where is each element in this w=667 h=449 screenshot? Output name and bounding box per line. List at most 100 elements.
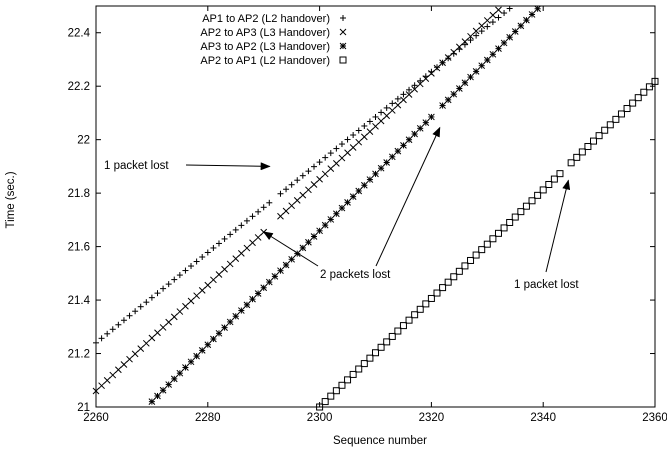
series-layer: [92, 5, 659, 411]
data-point: [283, 186, 290, 193]
data-point: [143, 299, 150, 306]
data-point: [227, 231, 234, 238]
data-point: [511, 28, 519, 35]
data-point: [92, 387, 100, 395]
data-point: [170, 313, 178, 321]
data-point: [444, 96, 452, 104]
data-point: [293, 197, 301, 204]
plot-frame: [95, 5, 656, 408]
data-point: [249, 213, 256, 220]
data-point: [467, 37, 474, 44]
data-point: [522, 202, 530, 210]
data-point: [311, 163, 318, 170]
x-tick-label: 2360: [642, 412, 667, 424]
data-point: [160, 285, 167, 292]
data-point: [198, 347, 206, 354]
data-point: [517, 22, 525, 30]
data-point: [170, 375, 178, 383]
data-point: [310, 233, 318, 240]
data-point: [601, 126, 609, 134]
data-point: [333, 159, 340, 167]
data-point: [483, 17, 491, 24]
x-tick-label: 2280: [195, 412, 221, 424]
data-point: [450, 273, 458, 281]
data-point: [489, 235, 497, 243]
data-point: [377, 117, 385, 125]
data-point: [249, 295, 256, 303]
data-point: [210, 335, 217, 343]
data-point: [327, 392, 335, 400]
data-point: [232, 255, 240, 262]
data-point: [623, 105, 631, 113]
series-3: [316, 77, 659, 411]
data-point: [528, 11, 536, 18]
data-point: [305, 238, 312, 246]
data-point: [433, 289, 441, 297]
x-axis-title: Sequence number: [333, 435, 427, 447]
data-point: [400, 142, 407, 149]
data-point: [254, 234, 262, 241]
data-point: [338, 204, 346, 212]
data-point: [277, 190, 284, 197]
data-point: [237, 307, 245, 314]
data-point: [115, 321, 122, 328]
data-point: [405, 91, 413, 98]
data-point: [182, 302, 189, 310]
data-point: [204, 249, 211, 256]
data-point: [645, 83, 653, 91]
data-point: [360, 133, 368, 141]
data-point: [243, 244, 251, 252]
data-point: [93, 339, 99, 346]
data-point: [590, 137, 598, 145]
data-point: [199, 253, 206, 260]
data-point: [388, 153, 396, 161]
data-point: [349, 144, 357, 151]
data-point: [148, 334, 156, 342]
data-point: [333, 145, 340, 152]
data-point: [433, 64, 440, 71]
data-point: [411, 85, 418, 93]
annotation-arrow: [375, 126, 441, 267]
data-point: [232, 312, 240, 320]
data-point: [366, 128, 374, 135]
data-point: [483, 240, 491, 248]
data-point: [349, 370, 357, 378]
annotation-arrow: [262, 231, 319, 267]
data-point: [394, 95, 401, 102]
data-point: [450, 90, 458, 98]
data-point: [484, 23, 491, 30]
data-point: [556, 170, 564, 178]
data-point: [159, 324, 167, 331]
data-point: [176, 369, 184, 377]
data-point: [500, 39, 508, 47]
data-point: [389, 100, 396, 107]
data-point: [411, 130, 418, 138]
data-point: [226, 318, 234, 326]
data-point: [366, 118, 373, 125]
data-point: [478, 28, 485, 35]
data-point: [215, 271, 223, 278]
y-tick-label: 21.6: [68, 242, 90, 254]
data-point: [355, 187, 363, 195]
data-point: [394, 101, 402, 109]
data-point: [534, 191, 542, 199]
data-point: [584, 143, 592, 151]
data-point: [238, 222, 245, 229]
data-point: [120, 317, 127, 324]
data-point: [405, 316, 413, 324]
data-point: [461, 262, 469, 270]
legend-marker: [340, 15, 346, 21]
data-point: [578, 148, 586, 156]
data-point: [193, 292, 200, 300]
data-point: [126, 312, 133, 319]
legend-marker: [339, 56, 347, 64]
data-point: [243, 301, 251, 309]
data-point: [148, 294, 155, 301]
data-point: [428, 70, 435, 77]
data-point: [182, 267, 189, 274]
data-point: [461, 38, 469, 45]
data-point: [388, 332, 396, 340]
data-point: [126, 355, 133, 363]
data-point: [210, 276, 217, 284]
data-point: [483, 56, 491, 64]
